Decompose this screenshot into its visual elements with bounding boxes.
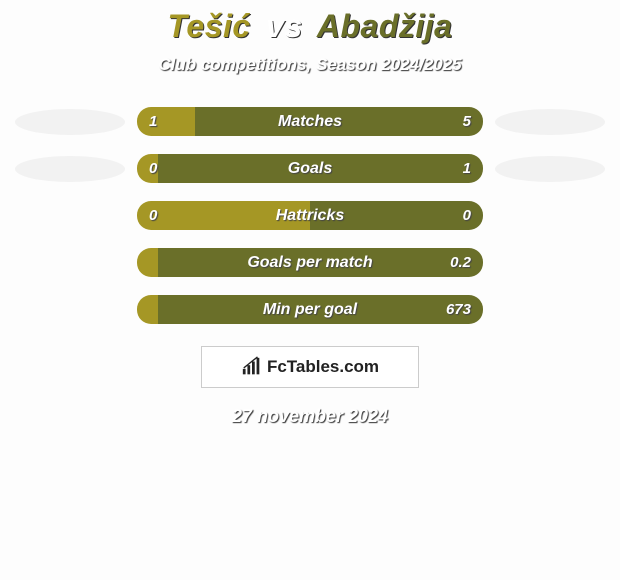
stat-row: 673Min per goal bbox=[0, 295, 620, 324]
date-label: 27 november 2024 bbox=[0, 406, 620, 427]
stat-bar: 01Goals bbox=[137, 154, 483, 183]
stat-label: Goals per match bbox=[137, 248, 483, 277]
subtitle: Club competitions, Season 2024/2025 bbox=[0, 55, 620, 75]
team1-logo bbox=[15, 156, 125, 182]
player1-name: Tešić bbox=[168, 8, 251, 44]
player2-name: Abadžija bbox=[317, 8, 453, 44]
stats-rows: 15Matches 01Goals 00Hattricks 0.2Goals per … bbox=[0, 107, 620, 324]
stat-label: Min per goal bbox=[137, 295, 483, 324]
stat-row: 00Hattricks bbox=[0, 201, 620, 230]
stat-row: 01Goals bbox=[0, 154, 620, 183]
stat-bar: 15Matches bbox=[137, 107, 483, 136]
stat-bar: 00Hattricks bbox=[137, 201, 483, 230]
brand-box: FcTables.com bbox=[201, 346, 419, 388]
page-title: Tešić vs Abadžija bbox=[0, 8, 620, 45]
vs-label: vs bbox=[266, 8, 303, 44]
stat-label: Matches bbox=[137, 107, 483, 136]
stat-label: Goals bbox=[137, 154, 483, 183]
team2-logo bbox=[495, 156, 605, 182]
brand-text: FcTables.com bbox=[267, 357, 379, 377]
stat-bar: 0.2Goals per match bbox=[137, 248, 483, 277]
bar-chart-icon bbox=[241, 356, 263, 378]
stat-row: 0.2Goals per match bbox=[0, 248, 620, 277]
stat-bar: 673Min per goal bbox=[137, 295, 483, 324]
stat-label: Hattricks bbox=[137, 201, 483, 230]
team2-logo bbox=[495, 109, 605, 135]
stat-row: 15Matches bbox=[0, 107, 620, 136]
team1-logo bbox=[15, 109, 125, 135]
